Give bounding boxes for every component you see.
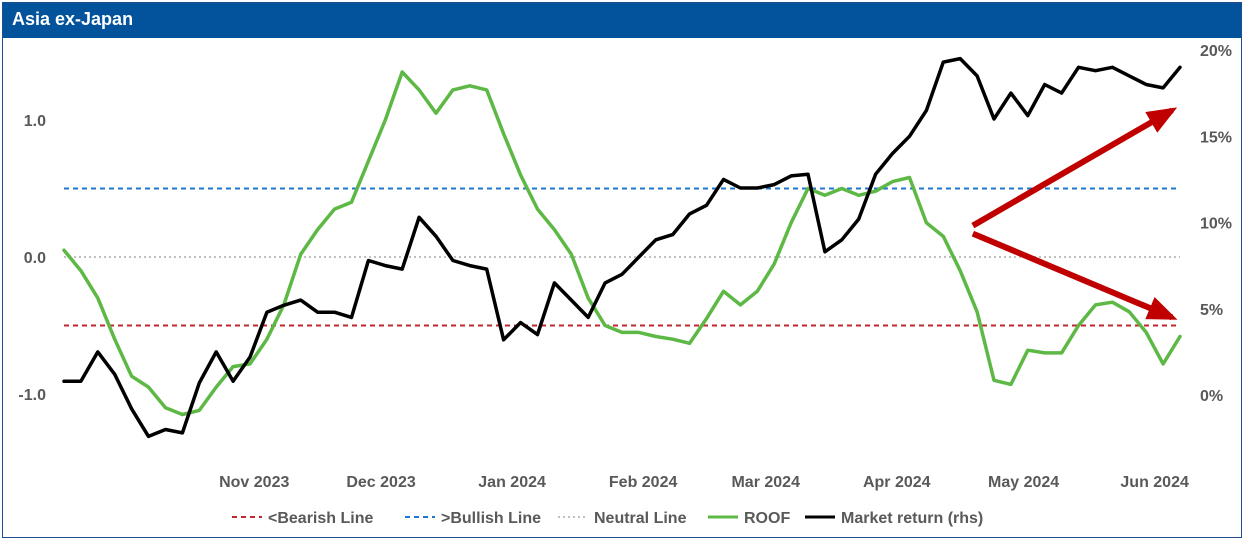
annotation-arrow <box>971 107 1178 229</box>
right-tick-label: 0% <box>1200 388 1223 405</box>
reference-lines <box>64 187 1180 327</box>
legend: <Bearish Line >Bullish Line Neutral Line RO… <box>232 510 983 527</box>
annotation-layer <box>971 107 1178 321</box>
left-tick-label: 0.0 <box>24 250 46 267</box>
left-axis-ticks: 1.0 0.0 -1.0 <box>18 113 46 404</box>
chart-header: Asia ex-Japan <box>3 3 1241 38</box>
legend-label: ROOF <box>744 510 790 527</box>
x-tick-label: Mar 2024 <box>731 474 800 491</box>
left-tick-label: -1.0 <box>18 387 46 404</box>
legend-label: >Bullish Line <box>441 510 541 527</box>
market-return-line <box>62 56 1182 439</box>
x-tick-label: Feb 2024 <box>609 474 678 491</box>
x-tick-label: May 2024 <box>988 474 1059 491</box>
x-axis-ticks: Nov 2023 Dec 2023 Jan 2024 Feb 2024 Mar 2024… <box>219 474 1189 491</box>
right-tick-label: 10% <box>1200 216 1232 233</box>
legend-label: <Bearish Line <box>268 510 373 527</box>
right-tick-label: 5% <box>1200 302 1223 319</box>
right-tick-label: 20% <box>1200 43 1232 60</box>
series-layer <box>62 56 1182 439</box>
legend-label: Neutral Line <box>594 510 687 527</box>
annotation-arrow <box>971 230 1178 321</box>
x-tick-label: Jun 2024 <box>1120 474 1189 491</box>
right-axis-ticks: 20% 15% 10% 5% 0% <box>1200 43 1232 405</box>
x-tick-label: Nov 2023 <box>219 474 289 491</box>
x-tick-label: Jan 2024 <box>478 474 546 491</box>
left-tick-label: 1.0 <box>24 113 46 130</box>
chart-title: Asia ex-Japan <box>12 9 134 29</box>
roof-line <box>62 70 1182 417</box>
right-tick-label: 15% <box>1200 129 1232 146</box>
x-tick-label: Apr 2024 <box>863 474 931 491</box>
x-tick-label: Dec 2023 <box>346 474 415 491</box>
legend-label: Market return (rhs) <box>841 510 983 527</box>
